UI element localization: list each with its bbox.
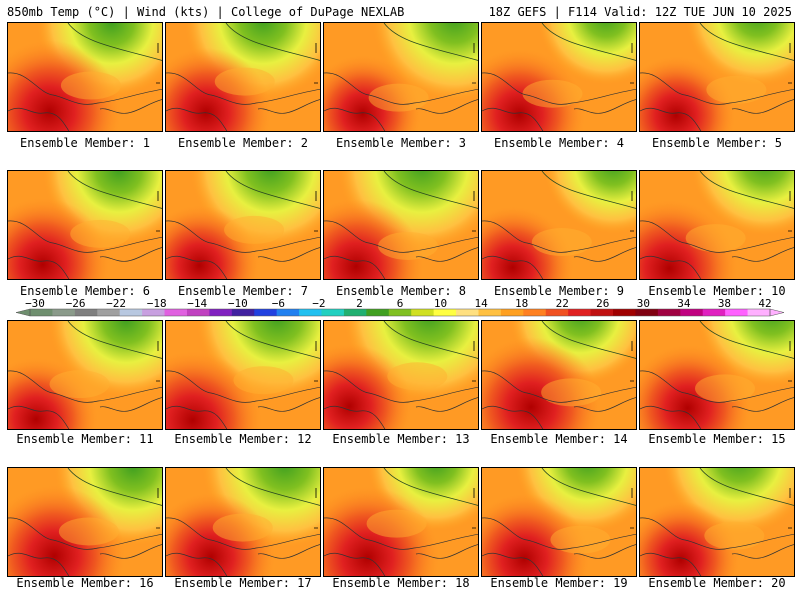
colorbar-tick-label: −14 — [187, 297, 208, 310]
colorbar-tick-label: 30 — [636, 297, 650, 310]
colorbar-swatch — [568, 309, 592, 316]
colorbar-tick-label: 6 — [396, 297, 404, 310]
ensemble-map-panel — [323, 467, 479, 577]
ensemble-map-panel — [639, 320, 795, 430]
colorbar-swatch — [276, 309, 300, 316]
colorbar-swatch — [343, 309, 367, 316]
colorbar-tick-label: 38 — [717, 297, 732, 310]
map-header: 850mb Temp (°C) | Wind (kts) | College o… — [0, 0, 800, 22]
colorbar-swatch — [635, 309, 659, 316]
ensemble-map-panel — [639, 467, 795, 577]
ensemble-member-label: Ensemble Member: 19 — [490, 576, 628, 590]
colorbar-swatch — [164, 309, 188, 316]
ensemble-map-panel — [165, 320, 321, 430]
ensemble-member-label: Ensemble Member: 20 — [648, 576, 786, 590]
ensemble-member-label: Ensemble Member: 7 — [177, 284, 309, 298]
colorbar-tick-label: −10 — [227, 297, 248, 310]
ensemble-member-label: Ensemble Member: 10 — [648, 284, 786, 298]
colorbar-tick-label: −30 — [25, 297, 45, 310]
colorbar-swatch — [590, 309, 614, 316]
colorbar-swatch — [680, 309, 704, 316]
colorbar-swatch — [209, 309, 233, 316]
ensemble-member-label: Ensemble Member: 13 — [332, 432, 470, 446]
colorbar-tick-label: 18 — [515, 297, 529, 310]
colorbar-tick-label: 34 — [677, 297, 691, 310]
colorbar-swatch — [366, 309, 390, 316]
ensemble-member-label: Ensemble Member: 2 — [177, 136, 309, 150]
colorbar-tick-label: 26 — [596, 297, 610, 310]
ensemble-member-label: Ensemble Member: 6 — [19, 284, 151, 298]
colorbar-swatch — [97, 309, 121, 316]
left-colorbar-arrow — [15, 308, 31, 317]
ensemble-map-panel — [165, 22, 321, 132]
colorbar-swatch — [231, 309, 255, 316]
ensemble-map-panel — [7, 467, 163, 577]
colorbar-swatch — [388, 309, 412, 316]
valid-time-title: 18Z GEFS | F114 Valid: 12Z TUE JUN 10 20… — [488, 5, 792, 19]
ensemble-map-panel — [165, 467, 321, 577]
ensemble-map-panel — [323, 22, 479, 132]
colorbar-tick-label: 42 — [758, 297, 772, 310]
colorbar-swatch — [411, 309, 435, 316]
colorbar-swatch — [299, 309, 323, 316]
colorbar-tick-label: −26 — [65, 297, 86, 310]
ensemble-map-panel — [639, 22, 795, 132]
colorbar-tick-label: 22 — [555, 297, 569, 310]
colorbar-outline — [29, 308, 771, 317]
colorbar-swatch — [74, 309, 98, 316]
ensemble-member-label: Ensemble Member: 15 — [648, 432, 786, 446]
ensemble-map-panel — [481, 320, 637, 430]
colorbar-tick-label: 2 — [356, 297, 363, 310]
colorbar-swatch — [456, 309, 479, 316]
ensemble-member-label: Ensemble Member: 4 — [493, 136, 625, 150]
colorbar-swatch — [725, 309, 749, 316]
ensemble-member-label: Ensemble Member: 18 — [332, 576, 470, 590]
colorbar-swatch — [119, 309, 143, 316]
colorbar-swatch — [747, 309, 771, 316]
colorbar-swatch — [702, 309, 726, 316]
ensemble-member-label: Ensemble Member: 9 — [493, 284, 625, 298]
colorbar-tick-label: −2 — [312, 297, 326, 310]
colorbar-swatch — [254, 309, 278, 316]
colorbar-tick-label: −22 — [106, 297, 127, 310]
temperature-colorbar — [15, 308, 785, 317]
ensemble-map-panel — [7, 320, 163, 430]
ensemble-map-panel — [323, 170, 479, 280]
colorbar-tick-label: 10 — [433, 297, 448, 310]
right-colorbar-arrow — [769, 308, 785, 317]
ensemble-map-panel — [7, 170, 163, 280]
ensemble-member-label: Ensemble Member: 12 — [174, 432, 312, 446]
colorbar-swatch — [321, 309, 345, 316]
colorbar-tick-label: −6 — [271, 297, 285, 310]
colorbar-swatch — [478, 309, 502, 316]
ensemble-map-panel — [481, 170, 637, 280]
ensemble-member-label: Ensemble Member: 8 — [335, 284, 467, 298]
colorbar-swatch — [500, 309, 524, 316]
colorbar-swatch — [433, 309, 457, 316]
ensemble-map-panel — [639, 170, 795, 280]
ensemble-map-panel — [481, 22, 637, 132]
colorbar-swatch — [142, 309, 166, 316]
product-title: 850mb Temp (°C) | Wind (kts) | College o… — [7, 5, 405, 19]
colorbar-swatch — [523, 309, 547, 316]
ensemble-map-panel — [481, 467, 637, 577]
colorbar-swatch — [545, 309, 569, 316]
ensemble-member-label: Ensemble Member: 11 — [16, 432, 154, 446]
ensemble-map-panel — [165, 170, 321, 280]
ensemble-member-label: Ensemble Member: 16 — [16, 576, 154, 590]
ensemble-member-label: Ensemble Member: 1 — [19, 136, 151, 150]
ensemble-map-panel — [323, 320, 479, 430]
colorbar-swatch — [30, 309, 53, 316]
colorbar-tick-label: 14 — [474, 297, 488, 310]
colorbar-tick-label: −18 — [146, 297, 167, 310]
colorbar-swatch — [186, 309, 210, 316]
ensemble-map-panel — [7, 22, 163, 132]
ensemble-member-label: Ensemble Member: 5 — [651, 136, 783, 150]
ensemble-member-label: Ensemble Member: 17 — [174, 576, 312, 590]
ensemble-member-label: Ensemble Member: 14 — [490, 432, 628, 446]
ensemble-member-label: Ensemble Member: 3 — [335, 136, 467, 150]
colorbar-swatch — [613, 309, 636, 316]
colorbar-swatch — [657, 309, 681, 316]
colorbar-swatch — [52, 309, 76, 316]
